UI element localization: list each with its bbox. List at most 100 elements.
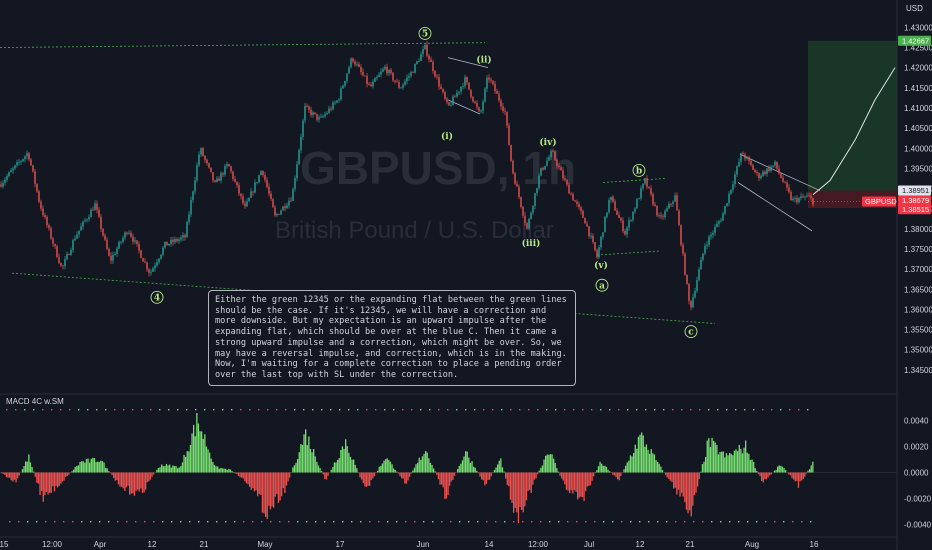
candle-body [642,183,644,189]
analysis-note[interactable]: Either the green 12345 or the expanding … [208,290,576,386]
candle-body [240,193,242,197]
signal-dot-top [510,409,512,411]
candle-body [298,150,300,165]
macd-bar [628,460,630,473]
candle-body [360,66,362,72]
currency-label[interactable]: USD [906,4,923,13]
macd-bar [316,461,318,473]
signal-dot-top [231,409,233,411]
candle-body [742,153,744,155]
candle-body [134,240,136,242]
macd-bar [437,472,440,479]
macd-bar [753,461,755,473]
signal-dot-bottom [252,521,254,523]
macd-bar [629,455,632,473]
candle-body [120,241,122,243]
macd-bar [7,472,9,478]
macd-bar [700,471,702,473]
candle-body [466,77,468,83]
signal-dot-bottom [27,521,29,523]
candle-body [290,200,292,202]
macd-indicator-label[interactable]: MACD 4C w.SM [6,397,64,406]
macd-bar [709,447,712,473]
macd-bar [44,472,46,496]
candle-body [84,220,86,222]
candle-body [700,259,702,270]
candle-body [12,168,14,171]
macd-bar [743,447,745,473]
candle-body [282,206,284,211]
macd-bar [706,440,708,473]
macd-bar [730,453,732,473]
candle-body [428,55,430,60]
macd-bar [121,472,123,487]
macd-bar [754,468,756,473]
candle-body [496,91,498,94]
signal-dot-top [735,409,737,411]
macd-bar [301,445,304,473]
macd-bar [106,468,108,473]
macd-bar [788,472,790,475]
candle-body [498,93,500,101]
macd-bar [741,453,744,473]
macd-bar [497,464,499,473]
macd-bar [484,472,486,486]
wave-circle [418,26,432,40]
candle-body [550,151,552,158]
signal-dot-top [771,409,773,411]
macd-bar [26,461,28,473]
candle-body [136,240,138,245]
candle-body [334,102,336,104]
price-tick-label: 1.42000 [904,64,932,73]
signal-dot-top [456,409,458,411]
macd-bar [412,470,414,473]
signal-dot-top [483,409,485,411]
candle-body [226,164,228,167]
signal-dot-bottom [513,521,515,523]
time-tick-label: Jul [584,540,594,549]
macd-bar [17,472,19,479]
candle-body [544,165,546,170]
macd-bar [113,472,115,478]
price-tick-label: 1.35500 [904,326,932,335]
macd-bar [585,472,587,492]
signal-dot-bottom [621,521,623,523]
candle-body [744,154,746,159]
macd-bar [751,459,753,473]
macd-bar [620,472,622,477]
signal-dot-bottom [459,521,461,523]
macd-bar [602,465,604,473]
candle-body [382,69,384,72]
signal-dot-top [474,409,476,411]
candle-body [122,237,124,242]
macd-bar [809,469,811,473]
candle-body [656,205,658,216]
signal-dot-bottom [729,521,731,523]
macd-bar [295,462,297,473]
macd-bar [649,453,651,473]
macd-bar [242,472,244,479]
candle-body [318,117,320,120]
candle-body [614,201,616,211]
macd-bar [458,465,460,473]
macd-bar [4,472,6,475]
candle-body [236,181,238,186]
candle-body [534,193,536,206]
candle-body [696,280,698,291]
macd-bar [236,472,238,475]
macd-bar [442,472,444,488]
macd-bar [132,472,134,494]
macd-bar [764,472,766,480]
macd-bar [197,423,200,473]
candle-body [34,171,36,184]
signal-dot-bottom [144,521,146,523]
macd-bar [193,424,195,473]
signal-dot-top [681,409,683,411]
candle-body [80,226,82,231]
macd-bar [466,451,468,473]
candle-body [422,49,424,55]
macd-bar [169,464,171,473]
macd-bar [658,463,660,473]
macd-bar [625,465,627,473]
